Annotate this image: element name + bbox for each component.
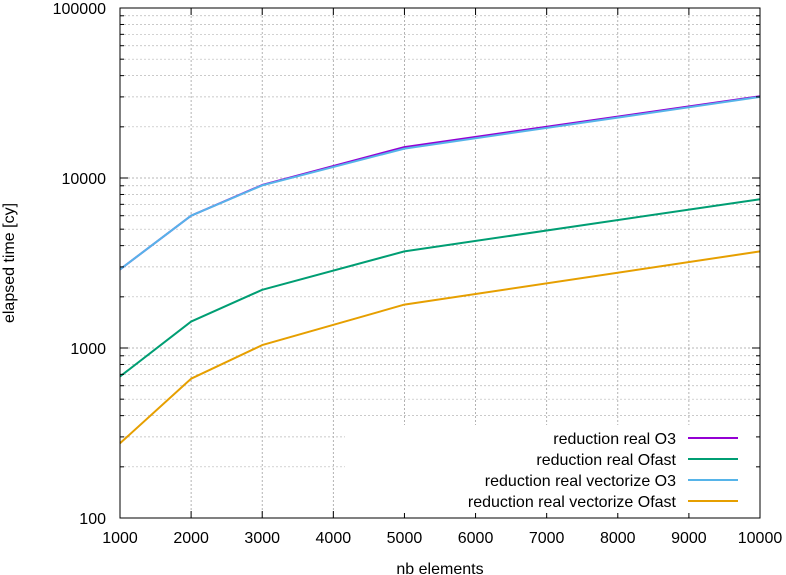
legend-label: reduction real vectorize Ofast [468,494,677,511]
x-tick-label: 8000 [600,530,636,547]
legend-label: reduction real O3 [553,431,676,448]
x-axis-label: nb elements [396,561,483,575]
x-tick-label: 6000 [458,530,494,547]
series-line [119,95,761,271]
y-tick-label: 1000 [70,341,106,358]
series-line [119,95,761,271]
legend-label: reduction real Ofast [536,452,676,469]
x-tick-label: 9000 [671,530,707,547]
x-tick-labels: 1000 2000 3000 4000 5000 6000 7000 8000 9000 1000… [102,530,782,547]
x-tick-label: 3000 [244,530,280,547]
series-line [119,250,761,445]
y-tick-labels: 100 1000 10000 100000 [53,1,106,528]
series-lines [119,95,761,445]
x-tick-label: 2000 [173,530,209,547]
y-tick-label: 10000 [62,171,107,188]
x-tick-label: 1000 [102,530,138,547]
legend-background [345,425,755,513]
x-tick-label: 7000 [529,530,565,547]
x-tick-label: 5000 [387,530,423,547]
series-line [119,198,761,378]
legend: reduction real O3 reduction real Ofast red… [345,425,755,513]
plot-frame [119,7,761,519]
x-tick-label: 10000 [738,530,783,547]
y-tick-label: 100000 [53,1,106,18]
y-axis-label: elapsed time [cy] [1,203,18,323]
legend-label: reduction real vectorize O3 [485,473,676,490]
x-tick-label: 4000 [316,530,352,547]
y-tick-label: 100 [79,511,106,528]
